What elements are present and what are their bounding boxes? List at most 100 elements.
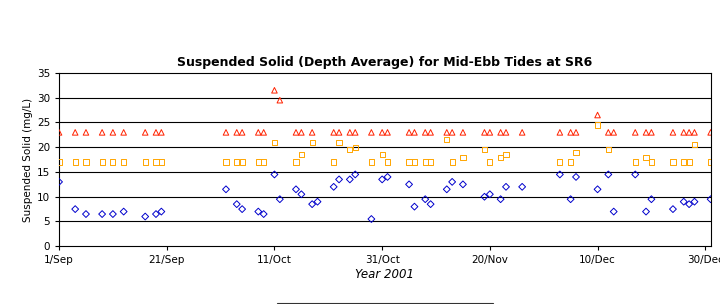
Action Level [667,160,679,164]
Action Level [446,160,458,164]
Limit Level [53,130,65,135]
Action Level [425,160,436,164]
SR6 [231,202,243,207]
Limit Level [107,130,119,135]
SR6 [603,172,614,177]
Limit Level [333,130,345,135]
SR6 [667,207,679,212]
Limit Level [382,130,393,135]
SR6 [592,187,603,192]
Limit Level [629,130,641,135]
Action Level [69,160,81,164]
Limit Level [349,130,361,135]
SR6 [420,197,431,202]
Action Level [150,160,162,164]
Limit Level [409,130,420,135]
Limit Level [678,130,690,135]
SR6 [382,174,393,179]
Action Level [366,160,377,164]
SR6 [156,209,167,214]
SR6 [366,216,377,221]
Limit Level [328,130,339,135]
Limit Level [425,130,436,135]
Action Level [344,147,356,152]
SR6 [328,185,339,189]
Action Level [333,140,345,145]
SR6 [344,177,356,182]
Limit Level [667,130,679,135]
SR6 [333,177,345,182]
Action Level [409,160,420,164]
Action Level [349,145,361,150]
SR6 [349,172,361,177]
SR6 [500,185,512,189]
SR6 [307,202,318,207]
SR6 [479,194,490,199]
Limit Level [80,130,91,135]
Y-axis label: Suspended Solid (mg/L): Suspended Solid (mg/L) [22,98,32,222]
SR6 [516,185,528,189]
Action Level [107,160,119,164]
Limit Level [253,130,264,135]
SR6 [495,197,506,202]
SR6 [683,202,695,207]
Limit Level [420,130,431,135]
Action Level [382,160,393,164]
SR6 [705,197,716,202]
Limit Level [274,98,286,103]
Action Level [328,160,339,164]
SR6 [253,209,264,214]
Action Level [629,160,641,164]
SR6 [570,174,582,179]
Action Level [640,155,652,160]
Action Level [269,140,280,145]
Limit Level [236,130,248,135]
Limit Level [258,130,269,135]
Limit Level [570,130,582,135]
SR6 [53,179,65,184]
SR6 [554,172,566,177]
Action Level [118,160,130,164]
SR6 [274,197,286,202]
Action Level [96,160,108,164]
SR6 [640,209,652,214]
Limit Level [150,130,162,135]
Action Level [689,142,701,147]
Legend: SR6, Action Level, Limit Level: SR6, Action Level, Limit Level [277,303,492,304]
SR6 [80,212,91,216]
Limit Level [290,130,302,135]
Limit Level [640,130,652,135]
Limit Level [484,130,495,135]
Limit Level [156,130,167,135]
Limit Level [366,130,377,135]
Action Level [156,160,167,164]
Action Level [678,160,690,164]
Action Level [296,152,307,157]
Limit Level [683,130,695,135]
Action Level [705,160,716,164]
SR6 [377,177,388,182]
SR6 [446,179,458,184]
SR6 [425,202,436,207]
SR6 [689,199,701,204]
Limit Level [441,130,453,135]
Limit Level [377,130,388,135]
SR6 [290,187,302,192]
Limit Level [689,130,701,135]
Action Level [220,160,232,164]
Limit Level [457,130,469,135]
SR6 [312,199,323,204]
Action Level [500,152,512,157]
Limit Level [603,130,614,135]
Limit Level [495,130,506,135]
Limit Level [118,130,130,135]
Action Level [479,147,490,152]
Action Level [420,160,431,164]
SR6 [236,207,248,212]
SR6 [220,187,232,192]
Limit Level [403,130,415,135]
SR6 [296,192,307,197]
Limit Level [269,88,280,93]
Action Level [80,160,91,164]
SR6 [457,182,469,187]
